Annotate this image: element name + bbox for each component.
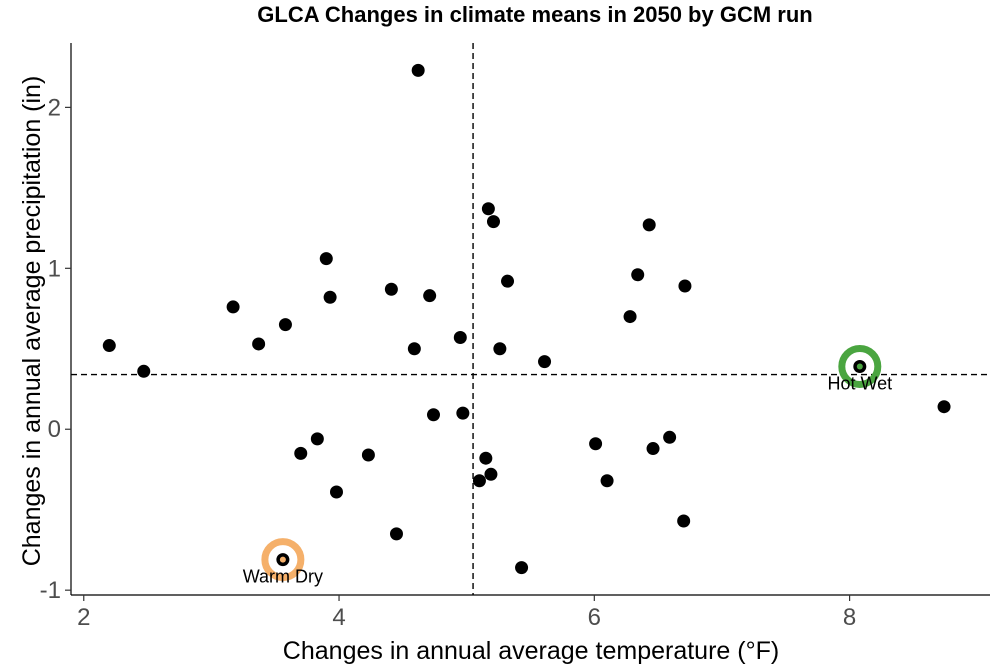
data-point [501,274,515,288]
data-point [252,337,266,351]
x-tick-label: 6 [588,604,601,631]
highlight-label: Hot Wet [827,373,892,393]
data-point [623,310,637,324]
data-point [456,406,470,420]
y-tick-label: 2 [48,94,61,121]
data-point [678,279,692,293]
data-point [319,252,333,266]
data-point [642,218,656,232]
y-axis-title: Changes in annual average precipitation … [18,76,46,567]
x-tick-label: 4 [332,604,345,631]
data-point [472,474,486,488]
data-point [663,430,677,444]
data-point [323,290,337,304]
data-point [538,355,552,369]
data-point [310,432,324,446]
highlight-point-center [856,363,863,370]
data-point [453,331,467,345]
data-point [486,215,500,229]
y-tick-label: 1 [48,255,61,282]
data-point [600,474,614,488]
data-point [426,408,440,422]
data-point [481,202,495,216]
data-point [515,561,529,575]
data-point [479,451,493,465]
y-tick-label: 0 [48,416,61,443]
data-point [384,282,398,296]
highlight-point-center [279,556,286,563]
data-point [102,339,116,353]
chart-title: GLCA Changes in climate means in 2050 by… [257,2,812,27]
data-point [329,485,343,499]
highlight-ring [838,344,882,388]
plot-area: 2 4 6 8 -1 0 1 2 Hot Wet Warm Dry [40,43,990,631]
data-point [361,448,375,462]
data-point [937,400,951,414]
data-point [631,268,645,282]
data-point [423,289,437,303]
data-point [137,364,151,378]
data-point [411,63,425,77]
data-point [389,527,403,541]
x-tick-label: 2 [77,604,90,631]
x-tick-label: 8 [843,604,856,631]
y-tick-label: -1 [40,577,61,604]
data-point [278,318,292,332]
data-point [294,446,308,460]
data-point [226,300,240,314]
x-axis-title: Changes in annual average temperature (°… [283,637,779,665]
data-point [493,342,507,356]
data-point [407,342,421,356]
highlight-label: Warm Dry [243,567,323,587]
data-point [677,514,691,528]
data-point [589,437,603,451]
highlight-ring [261,538,305,582]
data-point [646,442,660,456]
data-point [484,467,498,481]
